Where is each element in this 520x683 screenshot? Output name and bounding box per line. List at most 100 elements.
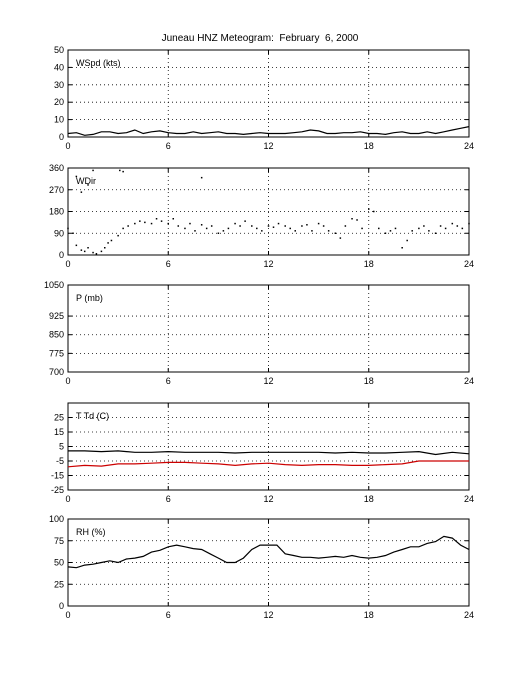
data-point bbox=[394, 227, 397, 230]
plot-frame bbox=[67, 284, 470, 373]
y-tick-label: 75 bbox=[54, 536, 64, 546]
data-point bbox=[423, 225, 425, 227]
data-point bbox=[189, 222, 191, 225]
plot-frame bbox=[67, 49, 470, 138]
data-point bbox=[155, 218, 158, 220]
data-point bbox=[122, 170, 124, 173]
data-point bbox=[356, 219, 358, 221]
data-point bbox=[322, 225, 325, 227]
data-point bbox=[234, 222, 236, 225]
data-point bbox=[92, 251, 94, 254]
data-point bbox=[339, 237, 342, 239]
data-point bbox=[378, 227, 380, 230]
data-point bbox=[239, 225, 241, 227]
data-point bbox=[75, 175, 78, 178]
data-point bbox=[200, 224, 203, 226]
series-line-1 bbox=[67, 126, 470, 136]
data-point bbox=[194, 230, 196, 232]
data-point bbox=[92, 169, 94, 172]
y-tick-label: 40 bbox=[54, 62, 64, 72]
data-point bbox=[122, 227, 124, 230]
data-point bbox=[434, 232, 437, 234]
x-tick-label: 24 bbox=[464, 141, 474, 151]
x-tick-label: 24 bbox=[464, 376, 474, 386]
x-tick-label: 24 bbox=[464, 259, 474, 269]
y-tick-label: 700 bbox=[49, 367, 64, 377]
x-tick-label: 0 bbox=[65, 259, 70, 269]
x-tick-label: 12 bbox=[263, 610, 273, 620]
y-tick-label: 25 bbox=[54, 579, 64, 589]
x-tick-label: 6 bbox=[166, 610, 171, 620]
panel-5: 0 25 50 75 100 0 6 12 18 24 RH (%) bbox=[49, 514, 474, 620]
panel-label: WSpd (kts) bbox=[76, 58, 121, 68]
data-point bbox=[468, 222, 470, 225]
data-point bbox=[361, 227, 363, 230]
panel-1: 0 10 20 30 40 50 0 6 12 18 24 WSpd (kts) bbox=[54, 45, 474, 151]
data-point bbox=[301, 225, 303, 227]
x-tick-label: 18 bbox=[364, 376, 374, 386]
panel-label: P (mb) bbox=[76, 293, 103, 303]
data-point bbox=[306, 224, 308, 226]
y-tick-label: 20 bbox=[54, 97, 64, 107]
y-tick-label: 0 bbox=[59, 250, 64, 260]
y-tick-label: 0 bbox=[59, 601, 64, 611]
data-point bbox=[384, 232, 387, 234]
data-point bbox=[444, 227, 447, 230]
data-point bbox=[200, 176, 203, 179]
y-tick-label: 5 bbox=[59, 442, 64, 452]
data-point bbox=[80, 191, 83, 193]
data-point bbox=[139, 220, 141, 222]
data-point bbox=[461, 227, 464, 230]
x-tick-label: 24 bbox=[464, 494, 474, 504]
y-tick-label: 100 bbox=[49, 514, 64, 524]
data-point bbox=[205, 227, 208, 230]
data-point bbox=[251, 225, 253, 227]
data-point bbox=[119, 169, 121, 172]
y-tick-label: 775 bbox=[49, 348, 64, 358]
data-point bbox=[80, 249, 83, 251]
data-point bbox=[272, 226, 275, 228]
y-tick-label: 90 bbox=[54, 228, 64, 238]
y-tick-label: 25 bbox=[54, 413, 64, 423]
data-point bbox=[351, 218, 353, 220]
data-point bbox=[75, 244, 78, 247]
y-tick-label: 180 bbox=[49, 207, 64, 217]
y-tick-label: -25 bbox=[51, 485, 64, 495]
data-point bbox=[244, 220, 246, 222]
y-tick-label: 270 bbox=[49, 185, 64, 195]
x-tick-label: 18 bbox=[364, 610, 374, 620]
data-point bbox=[411, 230, 413, 232]
data-point bbox=[184, 227, 186, 230]
x-tick-label: 0 bbox=[65, 494, 70, 504]
data-point bbox=[344, 225, 347, 227]
data-point bbox=[107, 242, 109, 244]
x-tick-label: 12 bbox=[263, 141, 273, 151]
x-tick-label: 12 bbox=[263, 494, 273, 504]
data-point bbox=[87, 247, 89, 249]
x-tick-label: 0 bbox=[65, 141, 70, 151]
x-tick-label: 12 bbox=[263, 376, 273, 386]
data-point bbox=[256, 227, 258, 230]
data-point bbox=[261, 230, 263, 232]
x-tick-label: 18 bbox=[364, 259, 374, 269]
x-tick-label: 12 bbox=[263, 259, 273, 269]
data-point bbox=[317, 222, 320, 225]
data-point bbox=[160, 220, 163, 222]
data-point bbox=[401, 247, 403, 249]
data-point bbox=[428, 230, 430, 232]
data-point bbox=[406, 239, 408, 242]
x-tick-label: 6 bbox=[166, 259, 171, 269]
data-point bbox=[284, 225, 286, 227]
x-tick-label: 6 bbox=[166, 141, 171, 151]
data-point bbox=[117, 234, 119, 237]
data-point bbox=[167, 222, 169, 225]
data-point bbox=[222, 230, 225, 232]
data-point bbox=[177, 225, 180, 227]
y-tick-label: 0 bbox=[59, 132, 64, 142]
data-point bbox=[172, 218, 175, 220]
data-point bbox=[87, 184, 89, 186]
data-point bbox=[72, 232, 74, 234]
data-point bbox=[267, 225, 270, 227]
data-point bbox=[439, 225, 442, 227]
data-point bbox=[227, 227, 230, 230]
